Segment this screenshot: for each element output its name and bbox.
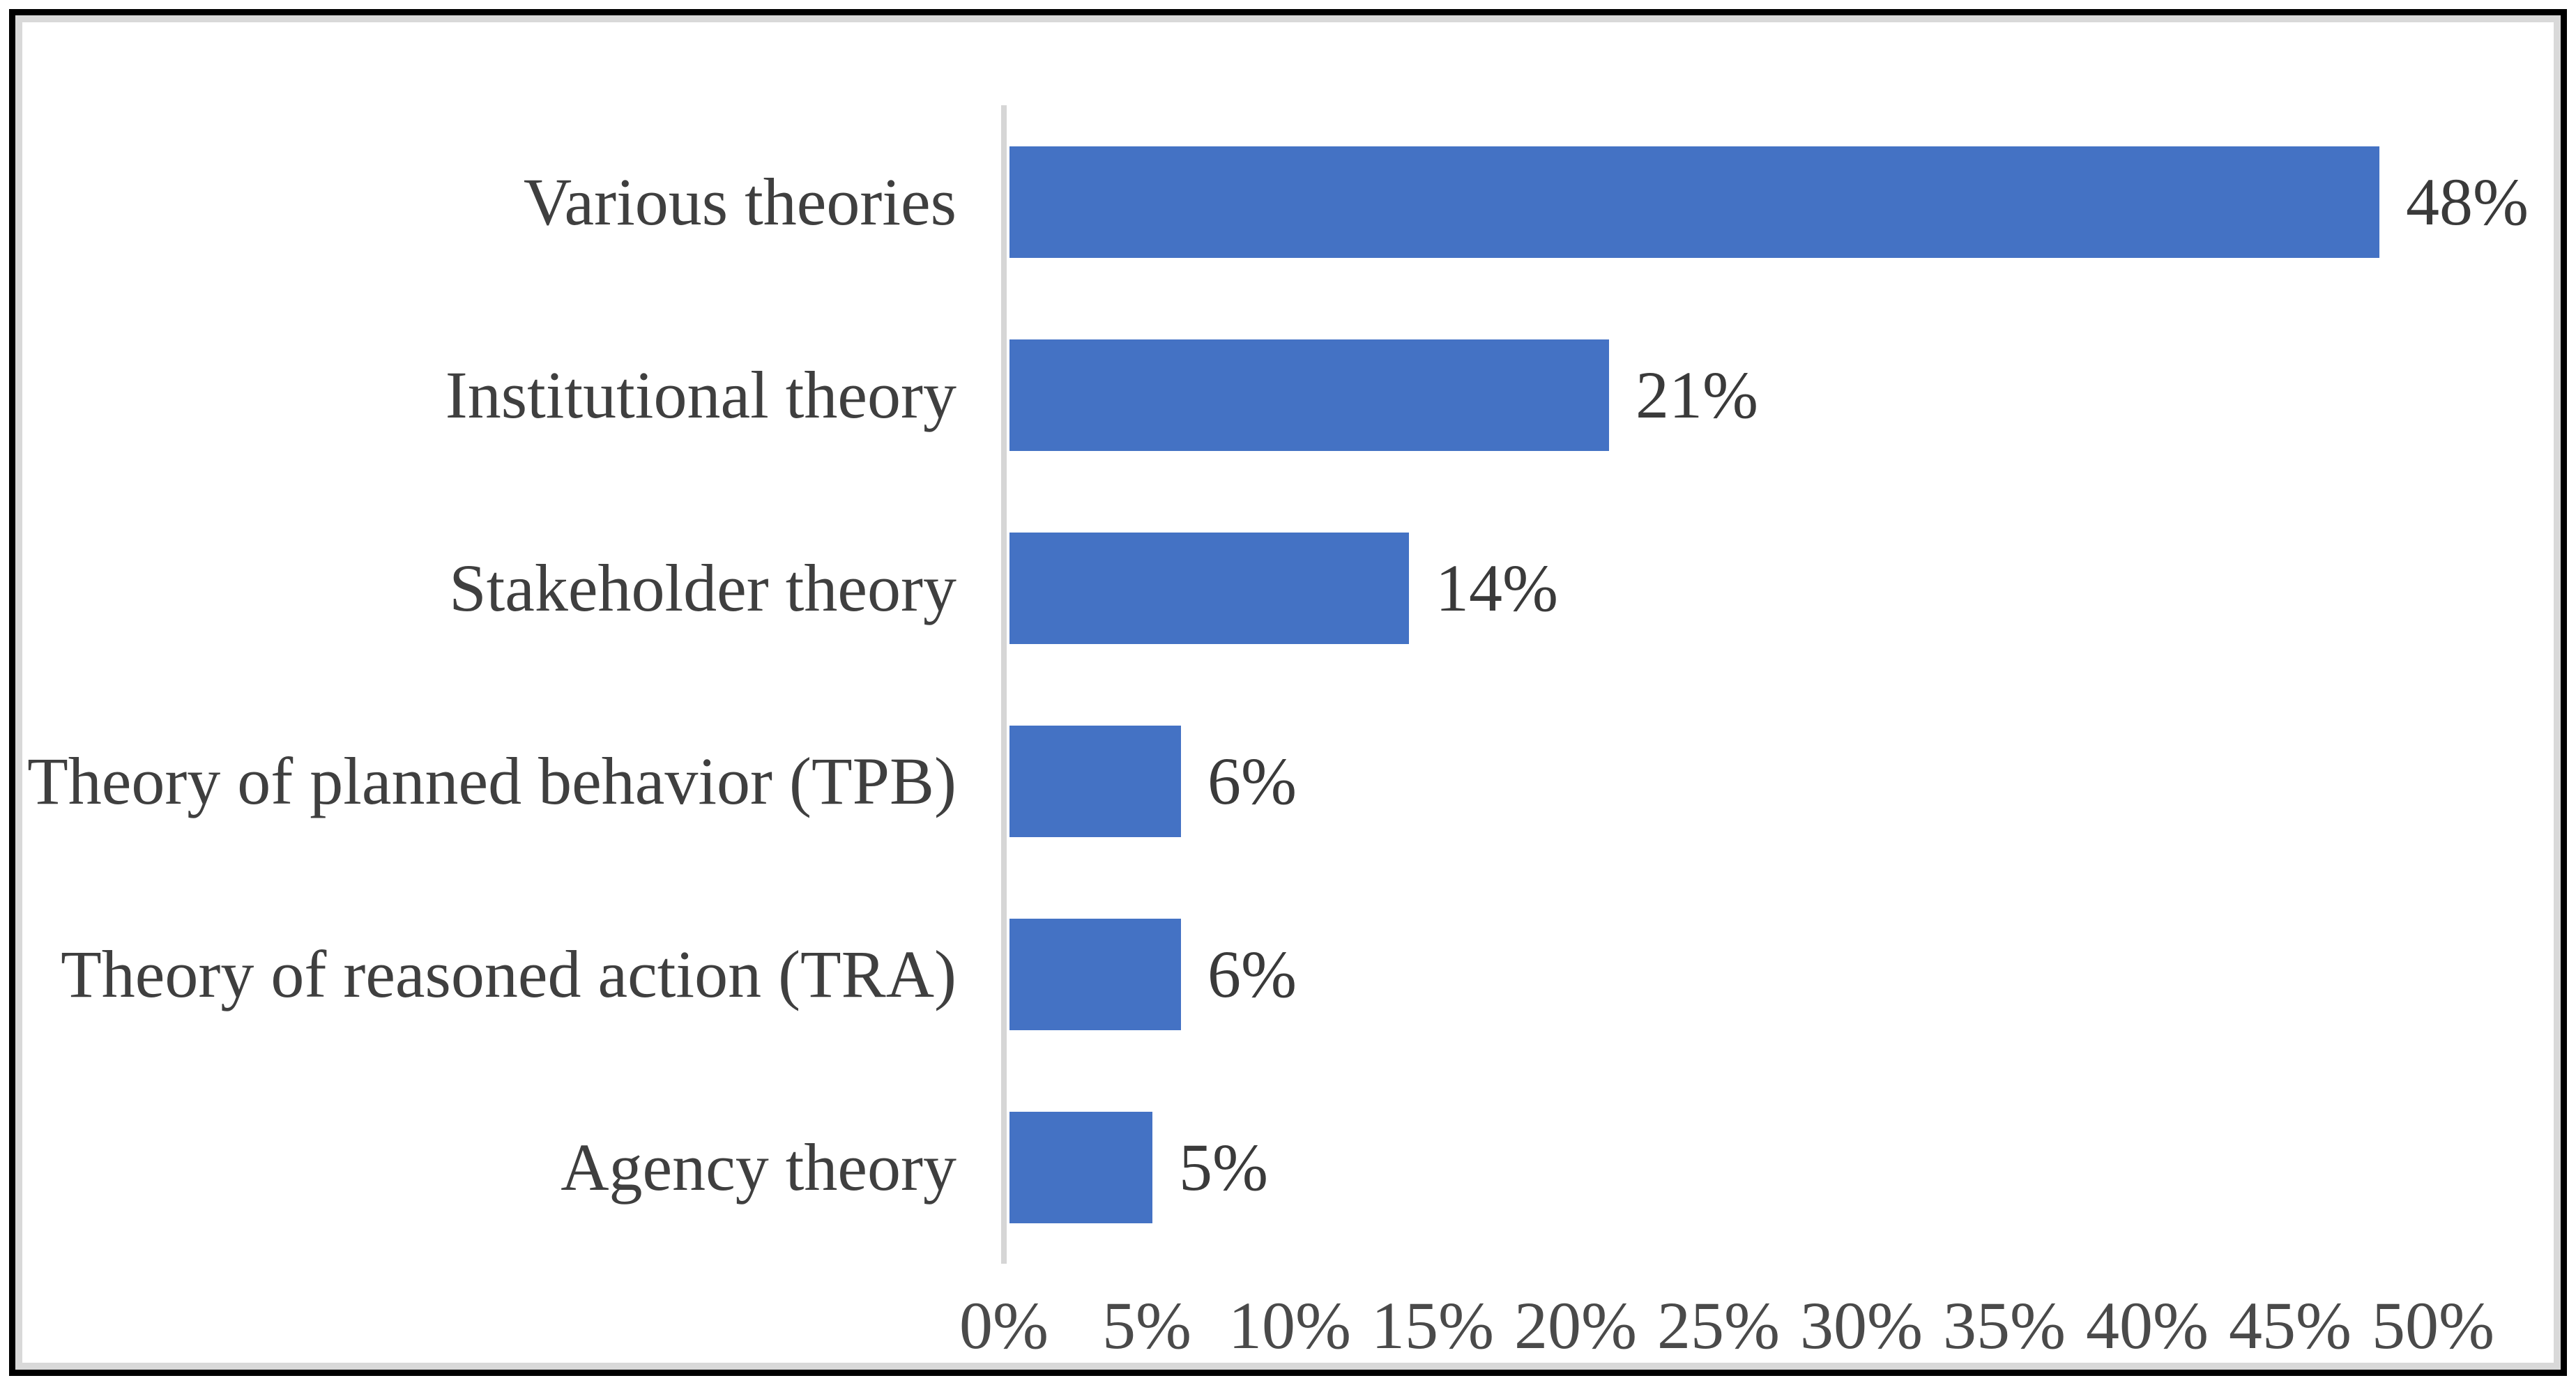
value-label: 48% bbox=[2406, 164, 2529, 239]
bar-row: Agency theory 5% bbox=[22, 1071, 2554, 1264]
value-label: 6% bbox=[1207, 743, 1297, 818]
x-axis: 0% 5% 10% 15% 20% 25% 30% 35% 40% 45% 50… bbox=[22, 1292, 2554, 1363]
category-label: Institutional theory bbox=[445, 357, 957, 432]
value-label: 6% bbox=[1207, 936, 1297, 1011]
category-label: Stakeholder theory bbox=[449, 550, 957, 625]
x-axis-tick-label: 25% bbox=[1657, 1288, 1780, 1363]
bar bbox=[1009, 339, 1609, 451]
plot-area: Various theories 48% Institutional theor… bbox=[22, 105, 2554, 1264]
chart-border: Various theories 48% Institutional theor… bbox=[15, 15, 2561, 1370]
bar bbox=[1009, 725, 1181, 837]
x-axis-tick-label: 20% bbox=[1514, 1288, 1637, 1363]
bar-row: Institutional theory 21% bbox=[22, 298, 2554, 491]
category-label: Theory of reasoned action (TRA) bbox=[61, 936, 957, 1011]
value-label: 5% bbox=[1179, 1129, 1268, 1204]
x-axis-tick-label: 35% bbox=[1943, 1288, 2066, 1363]
x-axis-tick-label: 15% bbox=[1371, 1288, 1494, 1363]
value-label: 21% bbox=[1636, 357, 1758, 432]
bar-row: Various theories 48% bbox=[22, 105, 2554, 298]
bar-row: Theory of planned behavior (TPB) 6% bbox=[22, 684, 2554, 878]
category-label: Various theories bbox=[523, 164, 957, 239]
bar bbox=[1009, 532, 1409, 644]
x-axis-tick-label: 40% bbox=[2086, 1288, 2209, 1363]
bar bbox=[1009, 146, 2379, 258]
bar bbox=[1009, 918, 1181, 1030]
x-axis-tick-label: 10% bbox=[1228, 1288, 1351, 1363]
category-label: Theory of planned behavior (TPB) bbox=[27, 743, 957, 818]
x-axis-tick-label: 30% bbox=[1800, 1288, 1923, 1363]
x-axis-tick-label: 5% bbox=[1102, 1288, 1191, 1363]
x-axis-tick-label: 0% bbox=[959, 1288, 1049, 1363]
y-axis-line bbox=[1001, 105, 1007, 1264]
bar-chart: Various theories 48% Institutional theor… bbox=[22, 22, 2554, 1363]
bar-row: Stakeholder theory 14% bbox=[22, 491, 2554, 684]
value-label: 14% bbox=[1435, 550, 1558, 625]
x-axis-tick-label: 50% bbox=[2372, 1288, 2494, 1363]
x-axis-tick-label: 45% bbox=[2229, 1288, 2352, 1363]
bar-row: Theory of reasoned action (TRA) 6% bbox=[22, 878, 2554, 1071]
figure-outer-border: Various theories 48% Institutional theor… bbox=[9, 9, 2567, 1376]
bar bbox=[1009, 1111, 1152, 1223]
category-label: Agency theory bbox=[561, 1129, 957, 1204]
